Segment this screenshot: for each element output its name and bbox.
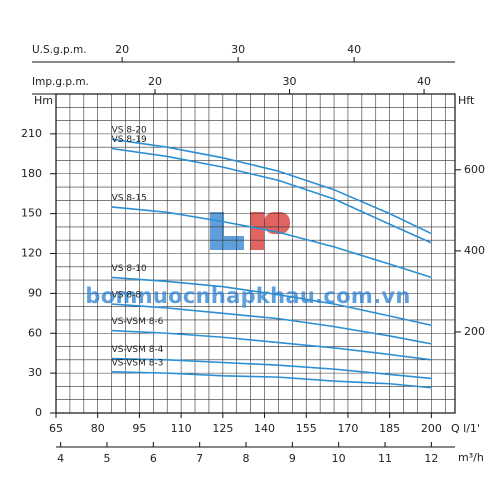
axis-tick-label: 4: [57, 452, 64, 465]
axis-tick-label: 6: [150, 452, 157, 465]
axis-tick-label: 30: [231, 43, 245, 56]
curve-label: VS-VSM 8-6: [112, 317, 164, 327]
x-tick-label: 155: [296, 422, 317, 435]
logo: [210, 212, 290, 250]
x-tick-label: 200: [421, 422, 442, 435]
axis-tick-label: 30: [283, 75, 297, 88]
y2-tick-label: 200: [464, 325, 485, 338]
y2-tick-label: 600: [464, 163, 485, 176]
axis-tick-label: 10: [332, 452, 346, 465]
axis-tick-label: 20: [115, 43, 129, 56]
axis-tick-label: 9: [289, 452, 296, 465]
y-tick-label: 30: [28, 366, 42, 379]
pump-curve: [111, 147, 432, 244]
pump-curve: [111, 303, 432, 345]
x-axis-title: Q l/1': [451, 422, 480, 435]
curve-label: VS-VSM 8-4: [112, 345, 164, 355]
y-axis-title: Hm: [34, 94, 53, 107]
axis-tick-label: 40: [417, 75, 431, 88]
x-tick-label: 95: [132, 422, 146, 435]
curve-label: VS 8-15: [112, 193, 147, 203]
pump-curve: [111, 276, 432, 327]
pump-curve: [111, 357, 432, 380]
pump-curve: [111, 138, 432, 235]
curve-label: VS-VSM 8-3: [112, 358, 164, 368]
y-tick-label: 210: [21, 127, 42, 140]
x-tick-label: 110: [171, 422, 192, 435]
pump-curve: [111, 370, 432, 389]
axis-tick-label: 5: [103, 452, 110, 465]
x-tick-label: 125: [212, 422, 233, 435]
axis-tick-label: 7: [196, 452, 203, 465]
curve-label: VS 8-10: [112, 264, 147, 274]
y-tick-label: 150: [21, 207, 42, 220]
y-tick-label: 60: [28, 326, 42, 339]
axis-tick-label: 40: [347, 43, 361, 56]
axis-title: U.S.g.p.m.: [32, 44, 87, 56]
y-tick-label: 180: [21, 167, 42, 180]
pump-curve: [111, 206, 432, 279]
axis-title: m³/h: [458, 451, 484, 464]
x-tick-label: 80: [91, 422, 105, 435]
y-tick-label: 120: [21, 247, 42, 260]
curve-label: VS 8-20: [112, 126, 147, 136]
pump-curve: [111, 329, 432, 361]
x-tick-label: 140: [254, 422, 275, 435]
axis-tick-label: 11: [378, 452, 392, 465]
curve-label: VS 8-8: [112, 291, 142, 301]
x-tick-label: 185: [379, 422, 400, 435]
axis-tick-label: 12: [424, 452, 438, 465]
watermark: bomnuocnhapkhau.com.vn: [85, 284, 410, 308]
x-tick-label: 65: [49, 422, 63, 435]
x-tick-label: 170: [337, 422, 358, 435]
axis-tick-label: 20: [148, 75, 162, 88]
y2-tick-label: 400: [464, 244, 485, 257]
y2-axis-title: Hft: [458, 94, 475, 107]
axis-title: Imp.g.p.m.: [32, 76, 89, 88]
axis-tick-label: 8: [243, 452, 250, 465]
y-tick-label: 0: [35, 406, 42, 419]
y-tick-label: 90: [28, 286, 42, 299]
curve-label: VS 8-19: [112, 135, 147, 145]
